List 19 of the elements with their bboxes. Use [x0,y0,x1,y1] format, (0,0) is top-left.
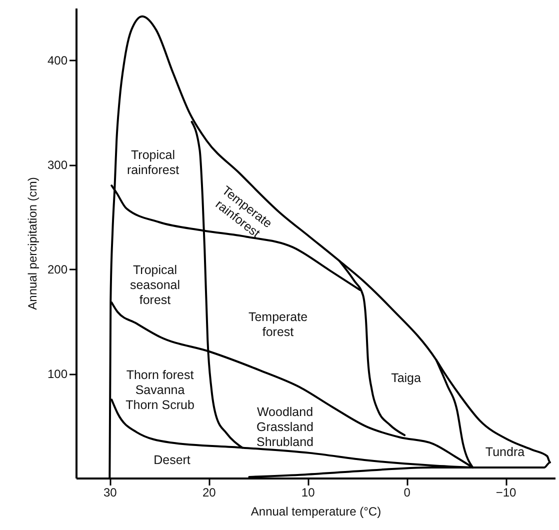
annotation: Tundra [485,445,525,459]
x-tick-label: 0 [404,486,411,500]
x-tick-label: −10 [496,486,517,500]
y-tick-label: 200 [47,262,68,277]
annotation: Tropical seasonal forest [130,263,180,307]
y-tick-label: 300 [47,158,68,172]
annotation: Temperate forest [248,310,308,339]
annotation: Desert [154,453,191,467]
x-tick-label: 10 [301,486,316,500]
annotation: Tropical rainforest [126,148,180,177]
y-tick-label: 400 [47,54,68,68]
y-tick-label: 100 [47,367,68,382]
x-tick-label: 30 [103,486,118,500]
annotation: Woodland Grassland Shrubland [256,405,314,449]
x-axis-title: Annual temperature (°C) [250,504,382,518]
annotation: Thorn forest Savanna Thorn Scrub [126,368,194,412]
y-axis-title: Annual percipitation (cm) [25,177,40,310]
annotation: Taiga [391,371,421,385]
x-tick-label: 20 [202,486,216,500]
